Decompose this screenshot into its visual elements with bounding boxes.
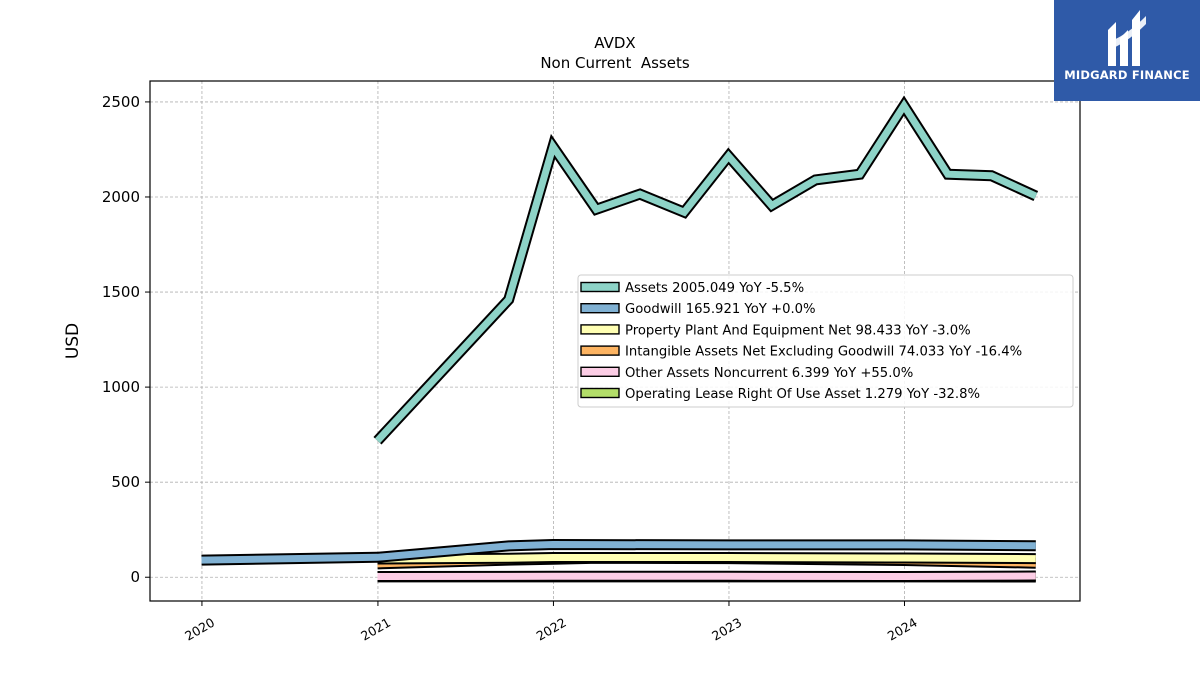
x-axis-ticks: 2020 2021 2022 2023 2024 [182,601,920,644]
x-tick-label: 2022 [534,615,569,644]
y-tick-label: 2500 [102,93,140,111]
legend-swatch [580,303,620,314]
y-tick-label: 0 [130,568,140,586]
brand-name: MIDGARD FINANCE [1064,68,1190,82]
y-axis-ticks: 0 500 1000 1500 2000 2500 [102,93,150,586]
series-lines [201,95,1039,583]
legend-swatch [580,366,620,377]
x-tick-label: 2023 [709,615,744,644]
x-tick-label: 2024 [885,615,920,644]
legend-label: Property Plant And Equipment Net 98.433 … [625,323,971,338]
legend-swatch [580,281,620,293]
series-line-property-plant-and-equipment-net [377,554,1036,563]
midgard-m-logo-icon [1108,10,1146,66]
legend-swatch [580,324,620,335]
legend-box [577,274,1074,408]
y-tick-label: 1500 [102,283,140,301]
chart-subtitle: Non Current Assets [540,54,690,72]
legend-swatch [580,387,620,399]
legend-label: Other Assets Noncurrent 6.399 YoY +55.0% [625,366,913,381]
legend-label: Assets 2005.049 YoY -5.5% [625,281,804,296]
y-tick-label: 2000 [102,188,140,206]
brand-logo: MIDGARD FINANCE [1054,0,1200,101]
y-tick-label: 1000 [102,378,140,396]
plot-frame [149,80,1081,602]
series-line-goodwill [201,540,1036,564]
y-tick-label: 500 [111,473,140,491]
legend-label: Intangible Assets Net Excluding Goodwill… [625,345,1022,360]
x-tick-label: 2021 [358,615,393,644]
legend-label: Goodwill 165.921 YoY +0.0% [625,302,816,317]
x-tick-label: 2020 [182,615,217,644]
series-line-other-assets-noncurrent [377,572,1036,581]
legend: Assets 2005.049 YoY -5.5% Goodwill 165.92… [577,274,1074,408]
chart-title: AVDX [594,34,635,52]
legend-label: Operating Lease Right Of Use Asset 1.279… [625,387,980,402]
series-line-assets [374,99,1038,444]
legend-swatch [580,345,620,356]
y-axis-label: USD [63,323,83,359]
